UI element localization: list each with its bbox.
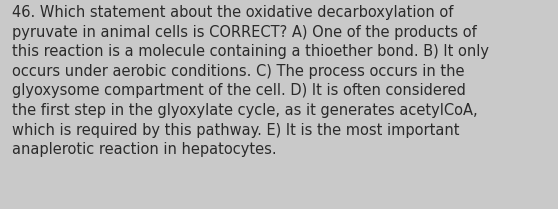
Text: 46. Which statement about the oxidative decarboxylation of
pyruvate in animal ce: 46. Which statement about the oxidative … [12, 5, 489, 157]
